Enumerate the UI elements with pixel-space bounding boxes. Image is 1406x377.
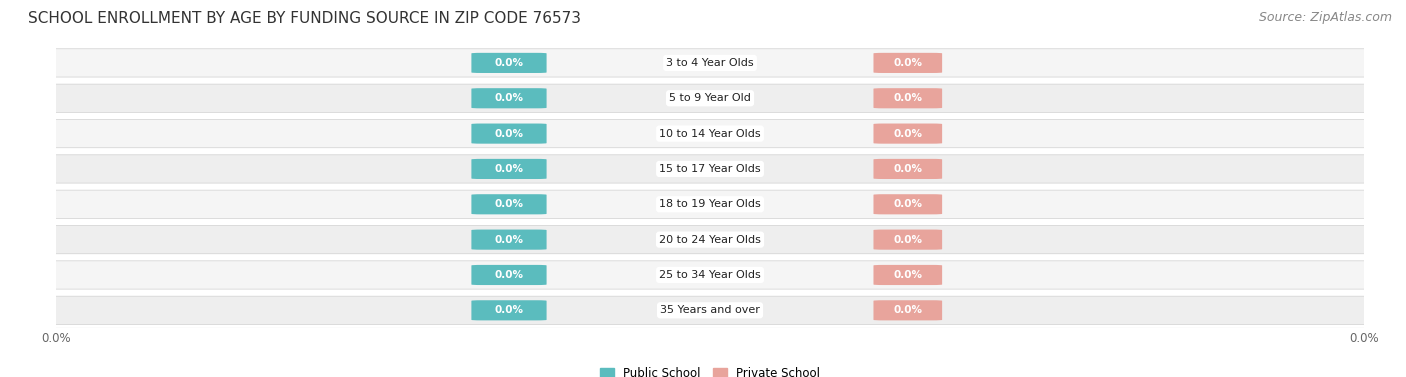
Text: 0.0%: 0.0% bbox=[893, 270, 922, 280]
Text: Source: ZipAtlas.com: Source: ZipAtlas.com bbox=[1258, 11, 1392, 24]
FancyBboxPatch shape bbox=[873, 88, 942, 108]
FancyBboxPatch shape bbox=[873, 159, 942, 179]
Text: 20 to 24 Year Olds: 20 to 24 Year Olds bbox=[659, 234, 761, 245]
FancyBboxPatch shape bbox=[471, 159, 547, 179]
Text: 0.0%: 0.0% bbox=[893, 234, 922, 245]
FancyBboxPatch shape bbox=[30, 120, 1391, 148]
FancyBboxPatch shape bbox=[873, 265, 942, 285]
Text: 0.0%: 0.0% bbox=[495, 199, 523, 209]
FancyBboxPatch shape bbox=[471, 230, 547, 250]
Text: 15 to 17 Year Olds: 15 to 17 Year Olds bbox=[659, 164, 761, 174]
FancyBboxPatch shape bbox=[471, 194, 547, 215]
FancyBboxPatch shape bbox=[30, 225, 1391, 254]
Text: 35 Years and over: 35 Years and over bbox=[659, 305, 761, 315]
FancyBboxPatch shape bbox=[30, 84, 1391, 112]
FancyBboxPatch shape bbox=[30, 155, 1391, 183]
Text: 0.0%: 0.0% bbox=[893, 305, 922, 315]
Text: SCHOOL ENROLLMENT BY AGE BY FUNDING SOURCE IN ZIP CODE 76573: SCHOOL ENROLLMENT BY AGE BY FUNDING SOUR… bbox=[28, 11, 581, 26]
Text: 0.0%: 0.0% bbox=[893, 199, 922, 209]
Text: 0.0%: 0.0% bbox=[495, 93, 523, 103]
FancyBboxPatch shape bbox=[30, 261, 1391, 289]
FancyBboxPatch shape bbox=[30, 296, 1391, 325]
Text: 0.0%: 0.0% bbox=[893, 164, 922, 174]
FancyBboxPatch shape bbox=[30, 49, 1391, 77]
FancyBboxPatch shape bbox=[873, 194, 942, 215]
FancyBboxPatch shape bbox=[30, 190, 1391, 218]
Text: 25 to 34 Year Olds: 25 to 34 Year Olds bbox=[659, 270, 761, 280]
Text: 0.0%: 0.0% bbox=[893, 93, 922, 103]
FancyBboxPatch shape bbox=[873, 300, 942, 320]
FancyBboxPatch shape bbox=[471, 300, 547, 320]
Text: 0.0%: 0.0% bbox=[495, 305, 523, 315]
Text: 0.0%: 0.0% bbox=[893, 129, 922, 139]
Text: 10 to 14 Year Olds: 10 to 14 Year Olds bbox=[659, 129, 761, 139]
Legend: Public School, Private School: Public School, Private School bbox=[595, 362, 825, 377]
Text: 0.0%: 0.0% bbox=[495, 164, 523, 174]
Text: 3 to 4 Year Olds: 3 to 4 Year Olds bbox=[666, 58, 754, 68]
Text: 0.0%: 0.0% bbox=[893, 58, 922, 68]
FancyBboxPatch shape bbox=[873, 230, 942, 250]
FancyBboxPatch shape bbox=[873, 53, 942, 73]
Text: 0.0%: 0.0% bbox=[495, 58, 523, 68]
Text: 0.0%: 0.0% bbox=[495, 270, 523, 280]
FancyBboxPatch shape bbox=[471, 124, 547, 144]
FancyBboxPatch shape bbox=[471, 265, 547, 285]
Text: 0.0%: 0.0% bbox=[495, 234, 523, 245]
FancyBboxPatch shape bbox=[471, 88, 547, 108]
Text: 18 to 19 Year Olds: 18 to 19 Year Olds bbox=[659, 199, 761, 209]
FancyBboxPatch shape bbox=[873, 124, 942, 144]
Text: 5 to 9 Year Old: 5 to 9 Year Old bbox=[669, 93, 751, 103]
FancyBboxPatch shape bbox=[471, 53, 547, 73]
Text: 0.0%: 0.0% bbox=[495, 129, 523, 139]
